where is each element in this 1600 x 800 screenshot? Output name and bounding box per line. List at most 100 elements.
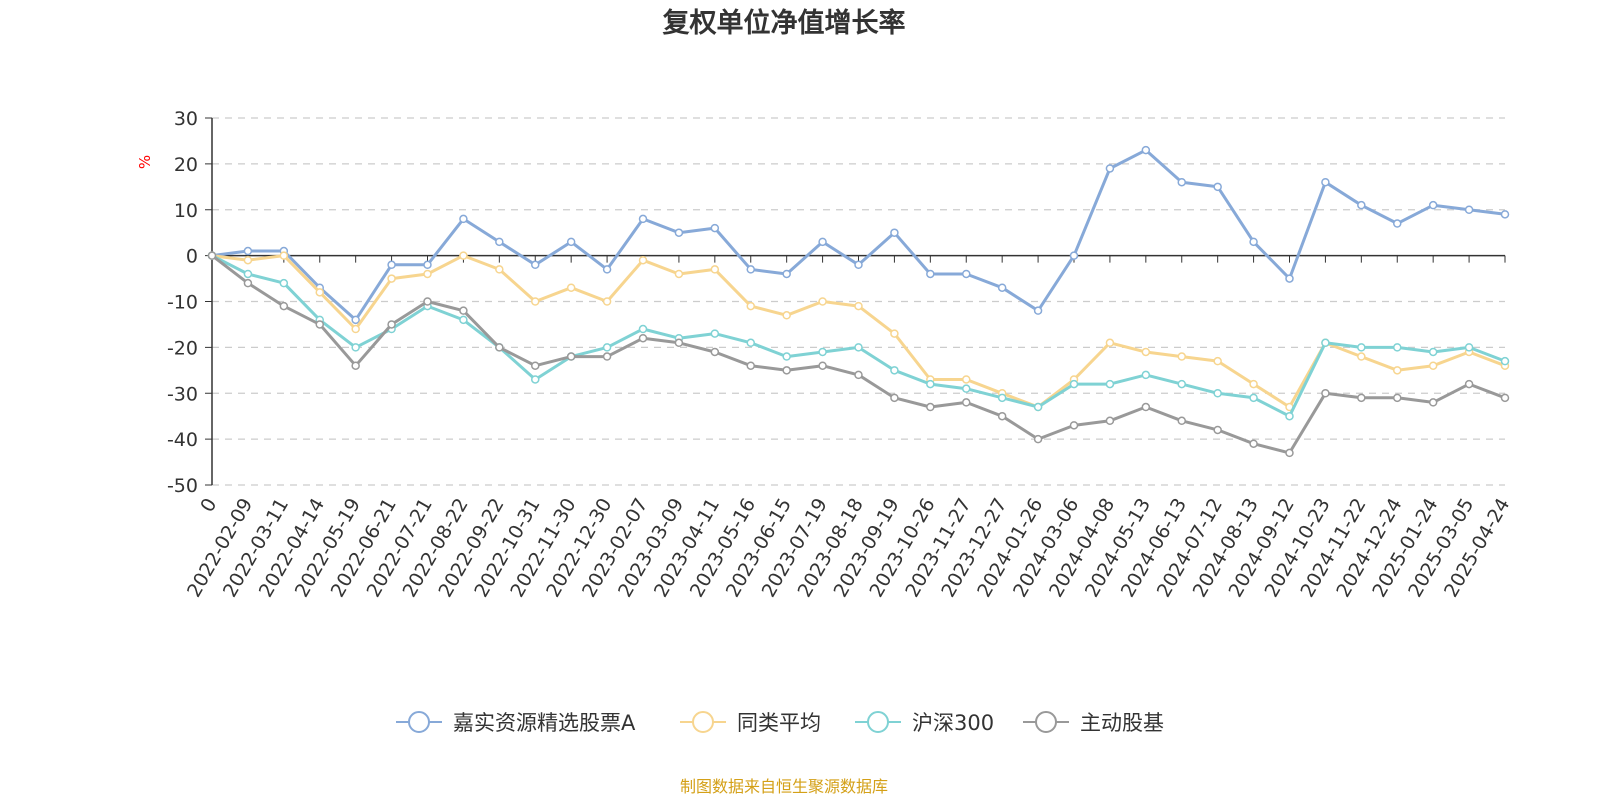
data-point [1321, 389, 1330, 398]
series-line [211, 254, 1506, 418]
legend[interactable]: 嘉实资源精选股票A 同类平均 沪深300 主动股基 [396, 711, 1164, 735]
data-point [674, 228, 684, 237]
data-point [531, 260, 540, 270]
data-point [782, 269, 791, 279]
data-point [279, 251, 289, 260]
legend-marker [1035, 711, 1057, 733]
series-line [211, 254, 1506, 455]
data-point [1357, 393, 1366, 403]
data-point [1141, 370, 1151, 380]
data-point [1249, 393, 1258, 403]
series-line [211, 254, 1506, 409]
data-point [531, 375, 540, 384]
data-point [1177, 379, 1186, 389]
data-point [1069, 421, 1079, 430]
data-point [315, 288, 324, 297]
data-point [638, 214, 648, 224]
y-axis-unit: % [136, 155, 154, 169]
data-point [854, 301, 863, 311]
legend-item[interactable]: 沪深300 [855, 711, 994, 735]
data-point [495, 265, 504, 274]
legend-item[interactable]: 嘉实资源精选股票A [396, 711, 636, 735]
data-point [710, 329, 720, 338]
data-point [1357, 343, 1366, 352]
legend-label: 沪深300 [912, 711, 994, 735]
data-point [890, 366, 899, 375]
data-source-note: 制图数据来自恒生聚源数据库 [680, 777, 888, 796]
data-point [602, 265, 612, 274]
data-point [818, 361, 827, 370]
data-point [1213, 356, 1222, 366]
data-point [207, 251, 217, 260]
y-tick-label: 20 [174, 154, 198, 176]
data-point [890, 228, 899, 237]
data-point [997, 411, 1007, 421]
data-point [1249, 379, 1258, 389]
data-point [710, 265, 720, 274]
data-point [1500, 356, 1510, 366]
y-tick-label: 30 [174, 108, 198, 130]
data-point [674, 338, 684, 348]
data-point [1428, 398, 1438, 407]
data-point [926, 402, 935, 412]
data-point [1464, 379, 1474, 389]
data-point [566, 283, 576, 292]
data-point [1033, 306, 1043, 315]
series-line [211, 148, 1506, 322]
data-point [531, 361, 540, 370]
data-point [243, 246, 253, 256]
data-point [602, 343, 612, 352]
data-point [602, 352, 612, 361]
legend-label: 嘉实资源精选股票A [453, 711, 636, 735]
data-point [1141, 347, 1151, 357]
data-point [962, 398, 971, 407]
data-point [1105, 379, 1115, 389]
legend-item[interactable]: 同类平均 [680, 711, 821, 735]
data-point [566, 352, 576, 361]
legend-label: 同类平均 [737, 711, 821, 735]
data-point [1393, 343, 1402, 352]
data-point [1249, 237, 1258, 247]
data-point [1428, 361, 1438, 370]
y-tick-label: -30 [167, 383, 198, 405]
data-point [1033, 402, 1043, 412]
data-point [351, 361, 360, 370]
data-point [315, 320, 324, 329]
data-point [746, 265, 755, 274]
data-point [423, 260, 432, 270]
y-tick-label: -10 [167, 292, 198, 314]
data-point [351, 343, 360, 352]
data-point [1393, 219, 1402, 228]
series-lines [207, 145, 1510, 458]
data-point [279, 301, 289, 311]
legend-label: 主动股基 [1080, 711, 1164, 735]
legend-marker [692, 711, 714, 733]
data-point [1500, 393, 1510, 403]
data-point [1393, 393, 1402, 403]
data-point [243, 255, 253, 265]
data-point [1177, 416, 1186, 426]
data-point [1105, 164, 1115, 173]
data-point [818, 347, 827, 357]
data-point [818, 237, 827, 247]
data-point [1177, 177, 1186, 187]
data-point [638, 255, 648, 265]
data-point [854, 370, 863, 380]
data-point [962, 269, 971, 279]
chart-title: 复权单位净值增长率 [663, 7, 906, 39]
data-point [279, 278, 289, 288]
legend-item[interactable]: 主动股基 [1023, 711, 1164, 735]
data-point [997, 393, 1007, 403]
data-point [1069, 251, 1079, 260]
data-point [962, 375, 971, 384]
y-axis-ticks: 30 20 10 0 -10 -20 -30 -40 -50 [167, 108, 212, 497]
data-point [1285, 274, 1294, 283]
data-point [746, 338, 755, 348]
gridlines [212, 117, 1505, 486]
y-tick-label: 10 [174, 200, 198, 222]
series-1 [207, 251, 1510, 412]
data-point [602, 297, 612, 306]
data-point [1464, 343, 1474, 352]
data-point [1321, 177, 1330, 187]
